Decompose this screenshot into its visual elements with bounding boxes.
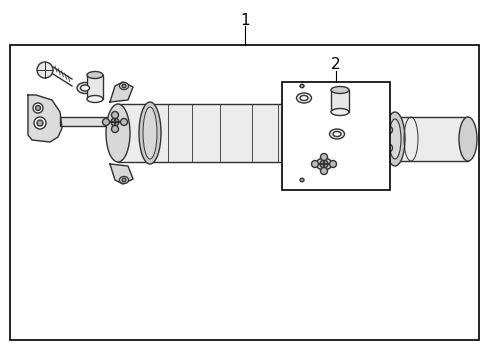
Ellipse shape [388, 119, 400, 159]
Ellipse shape [381, 144, 392, 153]
Ellipse shape [330, 108, 348, 116]
Text: 2: 2 [330, 57, 340, 72]
Circle shape [111, 126, 118, 132]
Circle shape [311, 161, 318, 167]
Ellipse shape [77, 82, 93, 94]
Bar [60, 117, 113, 126]
Ellipse shape [299, 178, 304, 182]
Ellipse shape [384, 112, 404, 166]
Circle shape [37, 62, 53, 78]
Circle shape [36, 105, 41, 111]
Ellipse shape [297, 82, 306, 90]
Ellipse shape [107, 116, 123, 128]
Circle shape [320, 167, 327, 175]
Circle shape [34, 117, 46, 129]
Polygon shape [118, 104, 307, 162]
Ellipse shape [330, 86, 348, 94]
Polygon shape [292, 82, 315, 102]
Polygon shape [110, 164, 133, 184]
Ellipse shape [299, 95, 307, 100]
Circle shape [37, 120, 43, 126]
Ellipse shape [295, 104, 319, 162]
Ellipse shape [87, 95, 103, 103]
Ellipse shape [142, 107, 157, 159]
Ellipse shape [458, 117, 476, 161]
Bar [282, 82, 389, 190]
Polygon shape [28, 95, 62, 142]
Polygon shape [392, 117, 467, 161]
Circle shape [319, 160, 327, 168]
Polygon shape [110, 82, 133, 102]
Circle shape [120, 118, 127, 126]
Ellipse shape [299, 84, 304, 88]
Ellipse shape [139, 102, 161, 164]
Ellipse shape [315, 158, 331, 170]
Circle shape [329, 161, 336, 167]
Circle shape [111, 112, 118, 118]
Ellipse shape [332, 131, 340, 136]
Ellipse shape [297, 176, 306, 184]
Ellipse shape [119, 82, 128, 90]
Polygon shape [292, 164, 315, 184]
Circle shape [111, 118, 119, 126]
Circle shape [102, 118, 109, 126]
Circle shape [320, 153, 327, 161]
Circle shape [33, 103, 43, 113]
Ellipse shape [122, 178, 126, 182]
Bar [330, 90, 348, 112]
Ellipse shape [87, 72, 103, 78]
Bar [10, 45, 478, 340]
Ellipse shape [106, 104, 130, 162]
Ellipse shape [81, 85, 89, 91]
Ellipse shape [296, 93, 311, 103]
Bar [87, 75, 103, 99]
Text: 1: 1 [240, 13, 249, 27]
Ellipse shape [122, 84, 126, 88]
Ellipse shape [119, 176, 128, 184]
Ellipse shape [329, 129, 344, 139]
Ellipse shape [381, 126, 392, 135]
